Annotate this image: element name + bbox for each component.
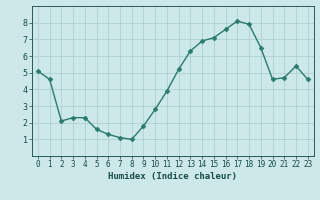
X-axis label: Humidex (Indice chaleur): Humidex (Indice chaleur) <box>108 172 237 181</box>
